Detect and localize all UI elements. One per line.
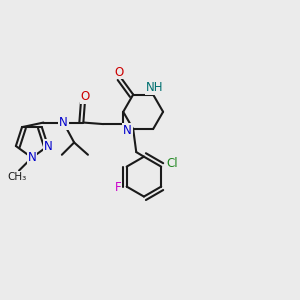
Text: N: N: [123, 124, 132, 137]
Text: O: O: [81, 90, 90, 103]
Text: N: N: [44, 140, 52, 152]
Text: O: O: [115, 66, 124, 79]
Text: N: N: [59, 116, 68, 129]
Text: CH₃: CH₃: [8, 172, 27, 182]
Text: F: F: [115, 181, 122, 194]
Text: NH: NH: [146, 81, 164, 94]
Text: N: N: [28, 151, 36, 164]
Text: Cl: Cl: [166, 157, 178, 170]
